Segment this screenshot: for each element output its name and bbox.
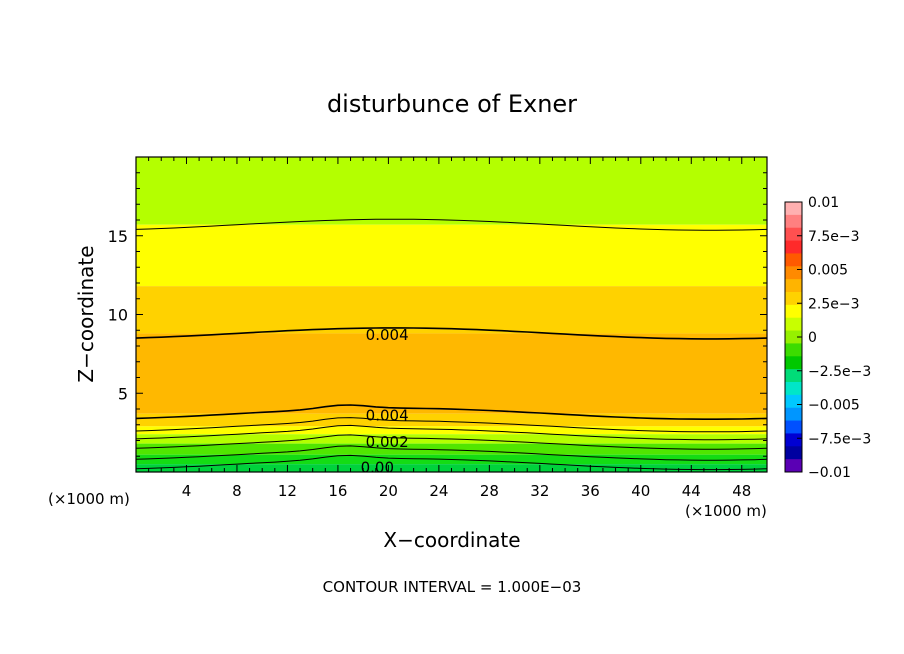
colorbar-swatch bbox=[785, 407, 802, 422]
chart-title: disturbunce of Exner bbox=[327, 90, 577, 118]
colorbar-swatch bbox=[785, 292, 802, 306]
colorbar-swatch bbox=[785, 382, 802, 396]
x-unit-right: (×1000 m) bbox=[685, 502, 767, 520]
colorbar-label: −0.005 bbox=[808, 398, 860, 414]
colorbar-swatch bbox=[785, 214, 802, 229]
x-tick-label: 12 bbox=[278, 482, 297, 500]
colorbar-swatch bbox=[785, 369, 802, 383]
colorbar-swatch bbox=[785, 304, 802, 319]
colorbar-swatch bbox=[785, 459, 802, 473]
y-tick-label: 10 bbox=[108, 306, 128, 325]
x-axis: 4 8 12 16 20 24 28 32 36 40 44 48 bbox=[148, 157, 755, 500]
colorbar-swatch bbox=[785, 394, 802, 409]
colorbar-swatch bbox=[785, 240, 802, 254]
colorbar-swatch bbox=[785, 227, 802, 242]
colorbar-swatch bbox=[785, 420, 802, 434]
y-tick-label: 15 bbox=[108, 227, 128, 246]
y-axis: 5 10 15 bbox=[108, 172, 767, 457]
contour-line bbox=[135, 454, 768, 471]
plot-area bbox=[136, 157, 767, 472]
x-tick-label: 44 bbox=[682, 482, 701, 500]
contour-interval-note: CONTOUR INTERVAL = 1.000E−03 bbox=[323, 578, 582, 596]
colorbar-swatch bbox=[785, 202, 802, 216]
colorbar-swatch bbox=[785, 433, 802, 447]
x-tick-label: 40 bbox=[631, 482, 650, 500]
contour-band bbox=[136, 443, 767, 455]
x-tick-label: 4 bbox=[182, 482, 192, 500]
x-tick-label: 32 bbox=[530, 482, 549, 500]
x-unit-left: (×1000 m) bbox=[48, 490, 130, 508]
contour-label: 0.002 bbox=[366, 433, 409, 451]
colorbar-swatch bbox=[785, 279, 802, 293]
colorbar-swatch bbox=[785, 343, 802, 357]
colorbar-swatch bbox=[785, 330, 802, 344]
contour-band bbox=[136, 157, 767, 225]
contour-band bbox=[136, 224, 767, 287]
contour-line bbox=[135, 424, 768, 441]
contour-labels: 0.004 0.004 0.002 0.00 bbox=[361, 326, 409, 476]
x-tick-label: 48 bbox=[732, 482, 751, 500]
x-tick-label: 16 bbox=[328, 482, 347, 500]
contour-band bbox=[136, 413, 767, 427]
x-tick-label: 8 bbox=[232, 482, 242, 500]
colorbar-swatch bbox=[785, 317, 802, 332]
x-tick-label: 28 bbox=[480, 482, 499, 500]
contour-label: 0.004 bbox=[366, 326, 409, 344]
colorbar-label: 0 bbox=[808, 330, 817, 346]
contour-line bbox=[135, 327, 768, 340]
x-tick-label: 24 bbox=[429, 482, 448, 500]
y-axis-label: Z−coordinate bbox=[74, 245, 98, 382]
colorbar-label: 7.5e−3 bbox=[808, 229, 860, 245]
colorbar-label: −0.01 bbox=[808, 465, 851, 481]
colorbar-label: −7.5e−3 bbox=[808, 431, 871, 447]
contour-band bbox=[136, 426, 767, 435]
colorbar-label: 2.5e−3 bbox=[808, 296, 860, 312]
contour-line bbox=[135, 445, 768, 461]
contour-label: 0.00 bbox=[361, 458, 394, 476]
contour-band bbox=[136, 286, 767, 334]
colorbar-swatch bbox=[785, 266, 802, 280]
contour-band bbox=[136, 333, 767, 414]
colorbar-label: 0.01 bbox=[808, 195, 839, 211]
x-tick-label: 36 bbox=[581, 482, 600, 500]
colorbar-label: 0.005 bbox=[808, 263, 848, 279]
y-tick-label: 5 bbox=[118, 384, 128, 403]
x-tick-label: 20 bbox=[379, 482, 398, 500]
contour-line bbox=[135, 218, 768, 231]
colorbar: 0.01 7.5e−3 0.005 2.5e−3 0 −2.5e−3 −0.005 −7.5e… bbox=[784, 195, 871, 481]
contour-label: 0.004 bbox=[366, 406, 409, 424]
colorbar-label: −2.5e−3 bbox=[808, 364, 871, 380]
contour-line bbox=[135, 417, 768, 433]
colorbar-swatch bbox=[785, 356, 802, 370]
x-axis-label: X−coordinate bbox=[383, 528, 520, 552]
colorbar-swatch bbox=[785, 253, 802, 267]
colorbar-swatch bbox=[785, 446, 802, 460]
contour-line bbox=[135, 404, 768, 420]
contour-line bbox=[135, 434, 768, 450]
contour-lines bbox=[135, 218, 768, 471]
